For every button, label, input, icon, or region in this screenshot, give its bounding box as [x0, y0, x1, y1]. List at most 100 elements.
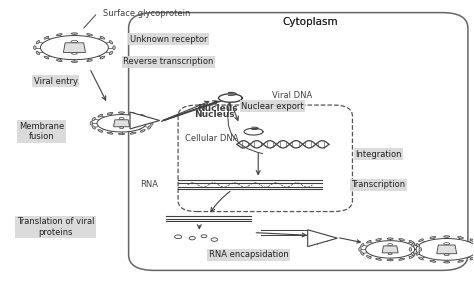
- Ellipse shape: [409, 248, 412, 251]
- Ellipse shape: [411, 243, 415, 246]
- Ellipse shape: [388, 253, 392, 255]
- Text: Nuclear export: Nuclear export: [241, 102, 304, 111]
- Ellipse shape: [399, 258, 405, 260]
- Ellipse shape: [201, 235, 207, 238]
- Ellipse shape: [98, 129, 102, 132]
- Polygon shape: [308, 230, 337, 246]
- Ellipse shape: [444, 236, 450, 237]
- Text: Cytoplasm: Cytoplasm: [282, 18, 338, 27]
- Text: RNA encapsidation: RNA encapsidation: [209, 250, 289, 260]
- Ellipse shape: [107, 112, 113, 114]
- Polygon shape: [64, 43, 85, 52]
- Ellipse shape: [444, 261, 450, 263]
- Ellipse shape: [119, 117, 124, 119]
- Ellipse shape: [140, 129, 145, 132]
- Polygon shape: [416, 239, 474, 260]
- Ellipse shape: [444, 243, 450, 245]
- Ellipse shape: [72, 61, 77, 63]
- Ellipse shape: [430, 237, 436, 239]
- Text: Nucleus: Nucleus: [197, 104, 237, 113]
- Ellipse shape: [419, 239, 423, 242]
- Ellipse shape: [361, 252, 364, 255]
- Ellipse shape: [416, 252, 419, 255]
- Ellipse shape: [211, 238, 218, 241]
- Ellipse shape: [416, 244, 419, 247]
- FancyBboxPatch shape: [128, 13, 468, 270]
- Ellipse shape: [444, 254, 449, 256]
- Ellipse shape: [119, 127, 124, 128]
- Text: Translation of viral
proteins: Translation of viral proteins: [17, 217, 94, 237]
- Text: Nucleus: Nucleus: [195, 110, 235, 119]
- Ellipse shape: [411, 253, 415, 256]
- Ellipse shape: [430, 260, 436, 262]
- Ellipse shape: [148, 126, 151, 129]
- Polygon shape: [382, 246, 398, 253]
- Ellipse shape: [87, 34, 92, 36]
- Ellipse shape: [388, 244, 392, 246]
- Polygon shape: [114, 120, 129, 127]
- Ellipse shape: [118, 112, 125, 113]
- Ellipse shape: [387, 259, 393, 261]
- Ellipse shape: [34, 46, 36, 50]
- Ellipse shape: [470, 257, 474, 260]
- Ellipse shape: [189, 237, 195, 240]
- Ellipse shape: [118, 133, 125, 135]
- Text: Cytoplasm: Cytoplasm: [282, 18, 338, 27]
- Ellipse shape: [72, 33, 77, 34]
- Text: Integration: Integration: [355, 150, 401, 158]
- Text: Transcription: Transcription: [351, 181, 405, 189]
- Ellipse shape: [92, 117, 95, 121]
- Ellipse shape: [56, 60, 62, 62]
- Ellipse shape: [366, 256, 371, 258]
- Ellipse shape: [399, 239, 405, 241]
- Polygon shape: [97, 115, 146, 132]
- Ellipse shape: [44, 36, 49, 39]
- Text: Cellular DNA: Cellular DNA: [185, 134, 239, 143]
- Ellipse shape: [130, 112, 136, 114]
- Ellipse shape: [376, 239, 382, 241]
- Ellipse shape: [419, 248, 421, 251]
- Ellipse shape: [109, 40, 113, 44]
- Ellipse shape: [458, 237, 464, 239]
- Polygon shape: [130, 112, 160, 129]
- Ellipse shape: [109, 51, 113, 55]
- FancyBboxPatch shape: [178, 105, 353, 212]
- Ellipse shape: [44, 56, 49, 59]
- Ellipse shape: [100, 36, 105, 39]
- Ellipse shape: [36, 51, 39, 55]
- Ellipse shape: [361, 244, 364, 247]
- Polygon shape: [40, 36, 109, 60]
- Ellipse shape: [376, 258, 382, 260]
- Ellipse shape: [72, 53, 77, 54]
- Text: Viral DNA: Viral DNA: [273, 91, 312, 100]
- Ellipse shape: [366, 241, 371, 243]
- Ellipse shape: [113, 46, 115, 50]
- Ellipse shape: [87, 60, 92, 62]
- Ellipse shape: [150, 121, 153, 125]
- Ellipse shape: [458, 260, 464, 262]
- Text: Viral entry: Viral entry: [34, 77, 78, 86]
- Ellipse shape: [409, 256, 414, 258]
- Ellipse shape: [140, 114, 145, 117]
- Ellipse shape: [36, 40, 39, 44]
- Ellipse shape: [98, 114, 102, 117]
- Ellipse shape: [92, 126, 95, 129]
- Ellipse shape: [470, 239, 474, 242]
- Ellipse shape: [56, 34, 62, 36]
- Ellipse shape: [409, 241, 414, 243]
- Ellipse shape: [130, 132, 136, 134]
- Ellipse shape: [100, 56, 105, 59]
- Text: RNA: RNA: [140, 181, 158, 189]
- Ellipse shape: [419, 257, 423, 260]
- Text: Surface glycoprotein: Surface glycoprotein: [103, 9, 190, 18]
- Ellipse shape: [387, 238, 393, 239]
- Ellipse shape: [71, 40, 78, 42]
- Ellipse shape: [148, 117, 151, 121]
- Polygon shape: [365, 241, 415, 258]
- Text: Membrane
fusion: Membrane fusion: [19, 122, 64, 142]
- Ellipse shape: [174, 235, 182, 239]
- Text: Reverse transcription: Reverse transcription: [124, 57, 214, 66]
- Ellipse shape: [359, 248, 361, 251]
- Polygon shape: [437, 245, 456, 254]
- Ellipse shape: [107, 132, 113, 134]
